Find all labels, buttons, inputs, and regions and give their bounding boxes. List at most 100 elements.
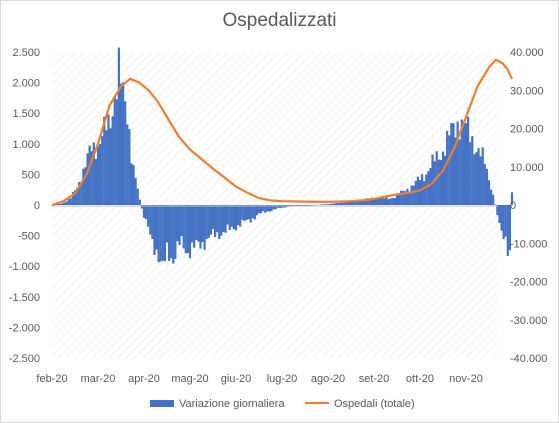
bar [101, 136, 104, 205]
bar [161, 205, 164, 261]
bar [477, 148, 480, 205]
bar [105, 130, 108, 205]
bar [492, 194, 495, 205]
bar [234, 205, 238, 231]
right-tick-label: -40.000 [510, 353, 547, 365]
bar [136, 188, 139, 205]
bar [209, 205, 213, 235]
bar [115, 99, 118, 205]
bar [151, 205, 154, 239]
bar [466, 116, 470, 205]
bar [450, 123, 453, 205]
bar [489, 189, 493, 205]
bar [153, 205, 156, 255]
bar [372, 199, 376, 205]
bar [251, 205, 254, 219]
bar [418, 180, 422, 205]
bar [71, 192, 75, 205]
bar [487, 180, 491, 205]
bar [220, 205, 223, 236]
bar [167, 205, 171, 261]
bar [176, 205, 179, 242]
bar [383, 198, 386, 205]
right-tick-label: 10.000 [510, 162, 544, 174]
legend-swatch-bar [150, 400, 174, 407]
right-tick-label: -10.000 [510, 238, 547, 250]
bar [140, 205, 144, 209]
bar [170, 205, 173, 259]
bar [180, 205, 183, 236]
bar [397, 194, 401, 205]
bar [182, 205, 185, 249]
bar [94, 159, 98, 205]
right-axis-ticks: 40.000 30.000 20.000 10.000 0 -10.000 -20.000 -… [510, 47, 547, 365]
bar [253, 205, 256, 220]
bar [132, 165, 135, 205]
bar [130, 163, 133, 205]
bar [124, 101, 127, 205]
bar [117, 47, 121, 205]
bar [362, 200, 365, 205]
right-tick-label: 30.000 [510, 85, 544, 97]
bar [165, 205, 169, 243]
x-tick-label: mag-20 [171, 373, 208, 385]
right-tick-label: -20.000 [510, 277, 547, 289]
bar [232, 205, 236, 230]
bar [431, 154, 434, 205]
x-tick-label: ago-20 [311, 373, 345, 385]
bar [368, 198, 371, 205]
bar [239, 205, 242, 227]
bar [205, 205, 208, 239]
bar [439, 159, 443, 205]
bar [320, 204, 323, 205]
bar [159, 205, 162, 262]
bar [98, 144, 102, 205]
left-tick-label: -1.500 [9, 292, 40, 304]
bar [349, 200, 353, 205]
legend-label-line: Ospedali (totale) [334, 398, 415, 410]
bar [379, 198, 382, 205]
left-tick-label: -500 [18, 231, 40, 243]
bar [341, 202, 344, 205]
left-tick-label: 500 [22, 169, 40, 181]
left-tick-label: -2.500 [9, 353, 40, 365]
bar [121, 82, 125, 205]
bar [425, 174, 428, 205]
bar [226, 205, 229, 225]
x-tick-label: mar-20 [81, 373, 116, 385]
x-tick-label: nov-20 [449, 373, 483, 385]
bar [498, 205, 501, 224]
x-axis-ticks: feb-20 mar-20 apr-20 mag-20 giu-20 lug-20 ago-… [36, 373, 482, 385]
bar [211, 205, 215, 230]
bar [75, 187, 79, 205]
bar [174, 205, 177, 259]
bar [142, 205, 146, 218]
bar [224, 205, 227, 233]
bar [84, 167, 87, 205]
bar [483, 163, 486, 205]
bar [496, 205, 499, 216]
bar [395, 194, 399, 205]
bar [245, 205, 248, 220]
bar [155, 205, 158, 250]
bar [351, 200, 355, 205]
bar [270, 205, 273, 211]
bar [358, 201, 361, 205]
bar [400, 190, 403, 205]
bar [193, 205, 196, 248]
bar [138, 199, 141, 205]
bar [195, 205, 198, 240]
bar [65, 201, 68, 205]
bar [460, 119, 463, 205]
bar [374, 198, 378, 205]
bar [364, 198, 367, 205]
bar [247, 205, 250, 220]
bar [216, 205, 219, 233]
bar [163, 205, 167, 262]
bar [427, 171, 430, 205]
bar [88, 145, 91, 205]
bar [345, 201, 348, 205]
bar [429, 168, 432, 205]
bar [90, 151, 93, 205]
